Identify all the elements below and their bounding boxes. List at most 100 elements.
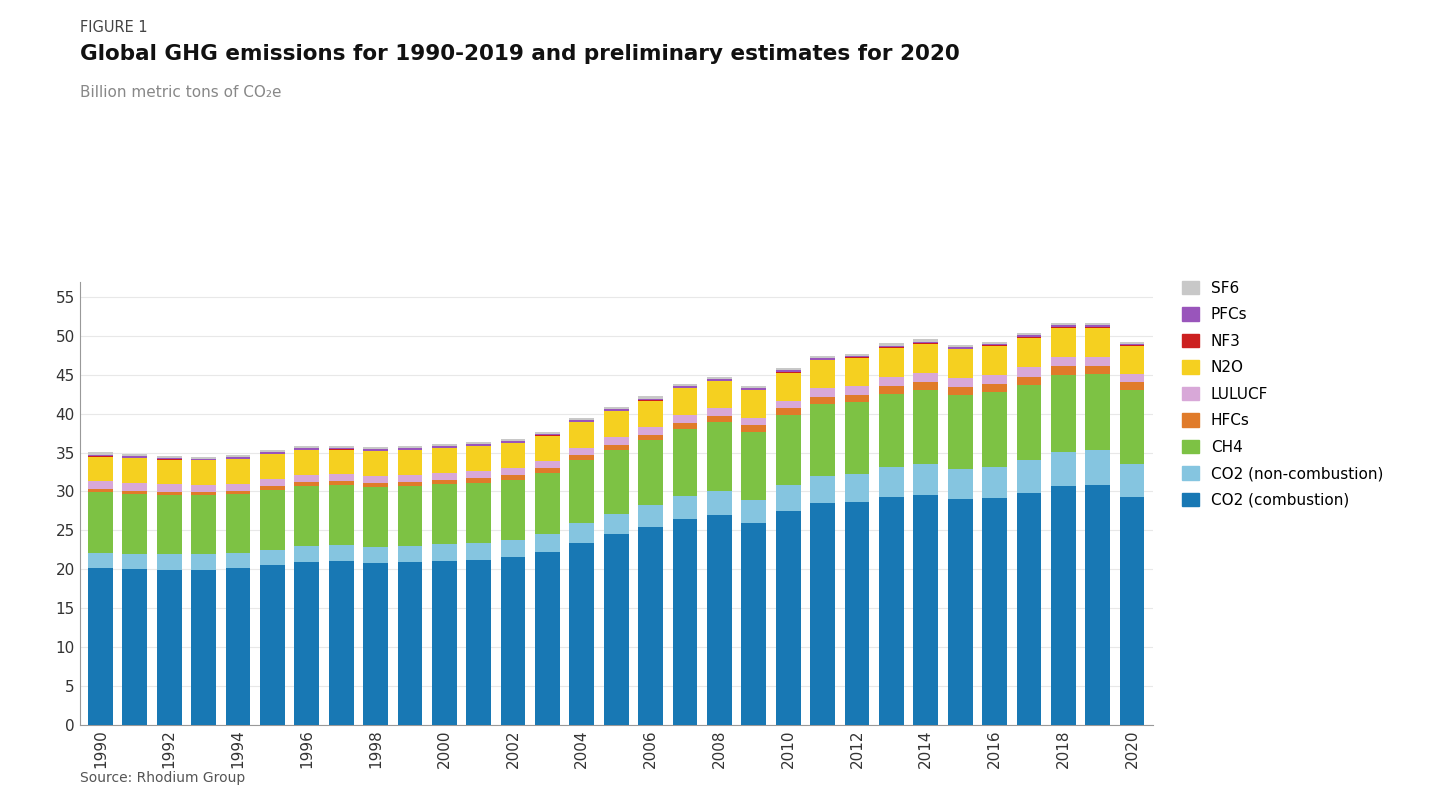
Bar bbox=[741, 500, 766, 523]
Bar bbox=[982, 342, 1006, 344]
Bar bbox=[879, 377, 903, 386]
Bar bbox=[638, 527, 663, 724]
Bar bbox=[362, 563, 389, 724]
Bar bbox=[397, 450, 422, 475]
Bar bbox=[982, 375, 1006, 384]
Bar bbox=[776, 373, 800, 401]
Bar bbox=[260, 479, 284, 486]
Bar bbox=[157, 495, 181, 555]
Bar bbox=[191, 485, 216, 492]
Bar bbox=[673, 384, 697, 386]
Bar bbox=[1051, 327, 1076, 328]
Bar bbox=[844, 358, 870, 386]
Legend: SF6, PFCs, NF3, N2O, LULUCF, HFCs, CH4, CO2 (non-combustion), CO2 (combustion): SF6, PFCs, NF3, N2O, LULUCF, HFCs, CH4, … bbox=[1182, 280, 1383, 508]
Bar bbox=[776, 401, 800, 408]
Bar bbox=[88, 492, 113, 553]
Bar bbox=[982, 392, 1006, 467]
Bar bbox=[432, 560, 457, 724]
Bar bbox=[948, 378, 973, 387]
Bar bbox=[948, 469, 973, 499]
Bar bbox=[811, 398, 835, 404]
Bar bbox=[535, 434, 560, 436]
Bar bbox=[982, 346, 1006, 375]
Bar bbox=[811, 503, 835, 724]
Bar bbox=[638, 427, 663, 435]
Bar bbox=[260, 550, 284, 565]
Bar bbox=[570, 523, 594, 543]
Bar bbox=[122, 554, 146, 569]
Bar bbox=[362, 547, 389, 563]
Bar bbox=[226, 484, 251, 491]
Bar bbox=[260, 486, 284, 490]
Text: Source: Rhodium Group: Source: Rhodium Group bbox=[80, 771, 245, 785]
Bar bbox=[708, 491, 732, 514]
Bar bbox=[673, 415, 697, 423]
Bar bbox=[467, 471, 492, 478]
Bar bbox=[535, 552, 560, 724]
Bar bbox=[1016, 367, 1041, 377]
Bar bbox=[811, 358, 835, 360]
Bar bbox=[467, 543, 492, 559]
Bar bbox=[294, 475, 319, 482]
Bar bbox=[122, 483, 146, 491]
Bar bbox=[122, 569, 146, 724]
Bar bbox=[362, 448, 389, 449]
Bar bbox=[467, 447, 492, 471]
Bar bbox=[603, 514, 629, 535]
Bar bbox=[1086, 374, 1111, 450]
Bar bbox=[226, 493, 251, 553]
Bar bbox=[226, 491, 251, 493]
Bar bbox=[191, 555, 216, 570]
Bar bbox=[467, 559, 492, 724]
Bar bbox=[191, 460, 216, 485]
Bar bbox=[500, 469, 525, 475]
Bar bbox=[570, 543, 594, 724]
Bar bbox=[362, 449, 389, 451]
Bar bbox=[570, 423, 594, 448]
Bar bbox=[776, 511, 800, 724]
Bar bbox=[603, 535, 629, 724]
Bar bbox=[741, 426, 766, 431]
Bar bbox=[362, 483, 389, 487]
Bar bbox=[1086, 323, 1111, 325]
Bar bbox=[329, 448, 354, 449]
Bar bbox=[603, 411, 629, 437]
Bar bbox=[1086, 365, 1111, 374]
Bar bbox=[673, 423, 697, 429]
Bar bbox=[570, 420, 594, 422]
Bar bbox=[1051, 328, 1076, 357]
Bar bbox=[1051, 366, 1076, 375]
Bar bbox=[879, 386, 903, 394]
Bar bbox=[329, 545, 354, 561]
Bar bbox=[982, 384, 1006, 392]
Bar bbox=[294, 448, 319, 450]
Bar bbox=[329, 481, 354, 485]
Bar bbox=[191, 570, 216, 724]
Bar bbox=[500, 558, 525, 724]
Bar bbox=[638, 435, 663, 440]
Bar bbox=[432, 485, 457, 544]
Bar bbox=[191, 492, 216, 495]
Bar bbox=[1016, 336, 1041, 337]
Bar bbox=[397, 486, 422, 546]
Bar bbox=[914, 340, 938, 341]
Bar bbox=[157, 460, 181, 485]
Bar bbox=[260, 454, 284, 479]
Bar bbox=[226, 455, 251, 457]
Bar bbox=[432, 473, 457, 480]
Bar bbox=[432, 480, 457, 485]
Bar bbox=[157, 456, 181, 458]
Bar bbox=[948, 347, 973, 349]
Bar bbox=[844, 356, 870, 357]
Bar bbox=[1086, 450, 1111, 485]
Bar bbox=[776, 369, 800, 370]
Bar bbox=[741, 418, 766, 426]
Bar bbox=[88, 455, 113, 456]
Bar bbox=[948, 387, 973, 395]
Bar bbox=[708, 423, 732, 491]
Bar bbox=[811, 388, 835, 398]
Bar bbox=[260, 490, 284, 550]
Bar bbox=[1016, 337, 1041, 367]
Bar bbox=[397, 448, 422, 450]
Bar bbox=[1051, 452, 1076, 486]
